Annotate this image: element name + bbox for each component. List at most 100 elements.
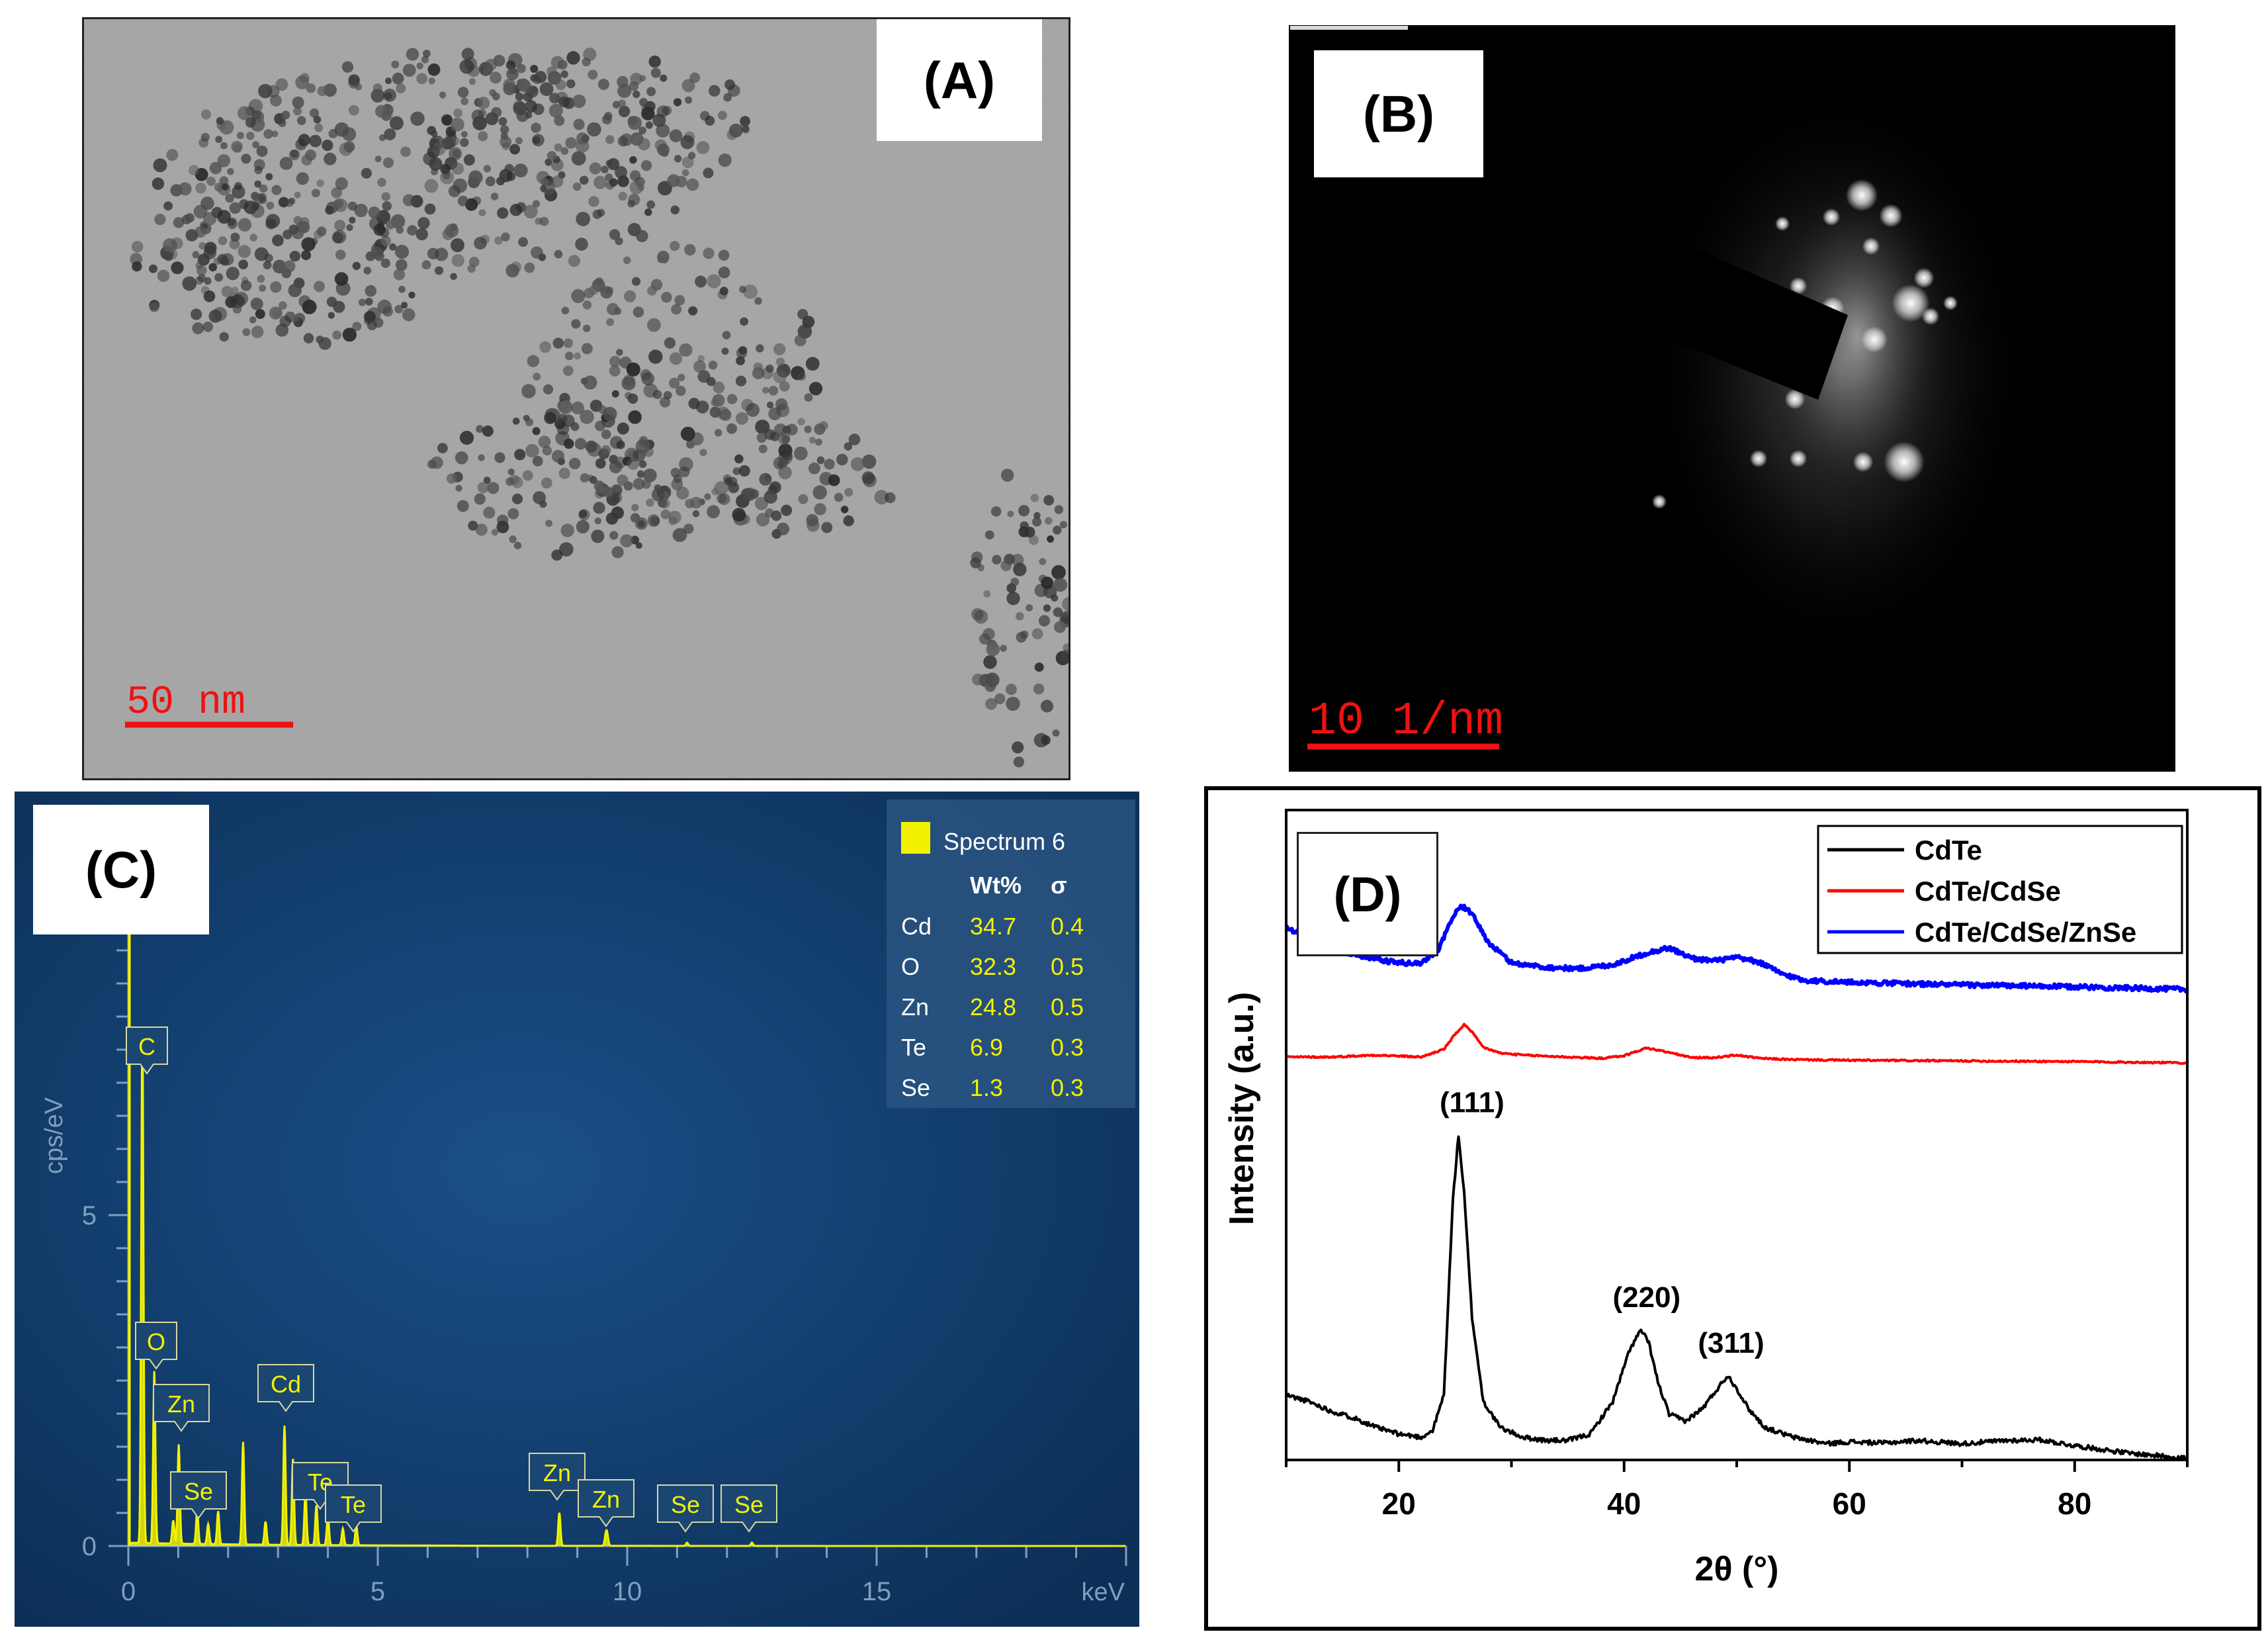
nanoparticle <box>512 417 520 425</box>
nanoparticle <box>313 116 322 124</box>
nanoparticle <box>245 117 256 128</box>
nanoparticle <box>1025 604 1033 612</box>
nanoparticle <box>1054 621 1066 633</box>
nanoparticle <box>686 178 699 191</box>
nanoparticle <box>192 322 204 334</box>
nanoparticle <box>712 394 725 407</box>
nanoparticle <box>334 220 346 232</box>
nanoparticle <box>524 262 535 273</box>
nanoparticle <box>253 159 265 171</box>
nanoparticle <box>491 529 499 536</box>
x-axis-title: 2θ (°) <box>1695 1550 1779 1588</box>
nanoparticle <box>352 261 361 270</box>
nanoparticle <box>614 307 622 315</box>
nanoparticle <box>797 308 808 320</box>
nanoparticle <box>256 146 268 157</box>
nanoparticle <box>331 187 343 199</box>
nanoparticle <box>983 590 991 598</box>
legend-swatch <box>901 822 930 854</box>
nanoparticle <box>821 522 833 533</box>
nanoparticle <box>629 81 639 91</box>
nanoparticle <box>695 275 707 288</box>
nanoparticle <box>249 234 257 242</box>
nanoparticle <box>333 300 345 313</box>
peak-label-text: Zn <box>592 1486 620 1513</box>
nanoparticle <box>389 116 404 130</box>
nanoparticle <box>601 430 611 439</box>
nanoparticle <box>222 183 229 191</box>
nanoparticle <box>325 205 334 215</box>
nanoparticle <box>605 512 619 525</box>
nanoparticle <box>1051 565 1066 580</box>
nanoparticle <box>638 126 646 134</box>
nanoparticle <box>236 132 244 140</box>
nanoparticle <box>656 123 670 138</box>
nanoparticle <box>460 138 469 147</box>
saed-pattern-panel: 10 1/nm (B) <box>1289 25 2175 772</box>
legend-cell: Zn <box>901 993 929 1021</box>
nanoparticle <box>671 304 682 315</box>
nanoparticle <box>807 519 820 532</box>
nanoparticle <box>257 193 267 202</box>
nanoparticle <box>648 55 661 68</box>
nanoparticle <box>152 177 165 190</box>
nanoparticle <box>166 149 179 161</box>
nanoparticle <box>588 69 598 80</box>
nanoparticle <box>204 277 212 285</box>
nanoparticle <box>568 255 581 267</box>
nanoparticle <box>421 56 429 64</box>
nanoparticle <box>647 286 657 296</box>
nanoparticle <box>743 487 757 501</box>
nanoparticle <box>630 513 640 523</box>
nanoparticle <box>986 642 1000 657</box>
nanoparticle <box>985 698 997 710</box>
nanoparticle <box>154 214 166 226</box>
nanoparticle <box>561 306 570 315</box>
nanoparticle <box>616 440 625 449</box>
nanoparticle <box>361 167 372 179</box>
nanoparticle <box>163 201 173 211</box>
nanoparticle <box>632 277 641 286</box>
nanoparticle <box>477 482 489 494</box>
eds-spectrum-panel: 0 5 10 15 0 5 keV cps/eV C O Zn Se Cd Te Te Zn Zn Se Se S… <box>15 792 1139 1627</box>
nanoparticle <box>636 230 648 242</box>
nanoparticle <box>759 473 772 486</box>
nanoparticle <box>408 291 415 298</box>
spectrum-line <box>128 1026 1126 1547</box>
nanoparticle <box>727 84 740 97</box>
nanoparticle <box>635 439 650 454</box>
nanoparticle <box>534 71 547 83</box>
nanoparticle <box>669 129 683 142</box>
peak-label-text: Te <box>341 1491 366 1518</box>
nanoparticle <box>589 162 602 175</box>
nanoparticle <box>386 220 395 230</box>
nanoparticle <box>635 542 642 549</box>
nanoparticle <box>652 390 662 399</box>
nanoparticle <box>575 238 588 251</box>
nanoparticle <box>1054 505 1064 514</box>
nanoparticle <box>468 170 483 185</box>
nanoparticle <box>768 386 779 396</box>
nanoparticle <box>500 136 512 148</box>
nanoparticle <box>551 449 565 463</box>
nanoparticle <box>843 515 854 527</box>
nanoparticle <box>475 523 488 536</box>
nanoparticle <box>279 315 291 328</box>
nanoparticle <box>416 73 427 85</box>
nanoparticle <box>396 226 404 234</box>
legend-entry: CdTe <box>1915 835 1982 866</box>
nanoparticle <box>766 401 774 409</box>
nanoparticle <box>554 115 565 126</box>
nanoparticle <box>1061 610 1069 624</box>
nanoparticle <box>629 170 641 181</box>
nanoparticle <box>609 460 623 474</box>
x-tick-label: 20 <box>1382 1486 1416 1521</box>
nanoparticle <box>580 473 589 482</box>
legend-cell: 32.3 <box>970 953 1016 980</box>
nanoparticle <box>718 111 727 120</box>
peak-label-text: Zn <box>167 1390 195 1418</box>
nanoparticle <box>1052 729 1060 737</box>
nanoparticle <box>309 134 322 148</box>
nanoparticle <box>587 122 601 137</box>
